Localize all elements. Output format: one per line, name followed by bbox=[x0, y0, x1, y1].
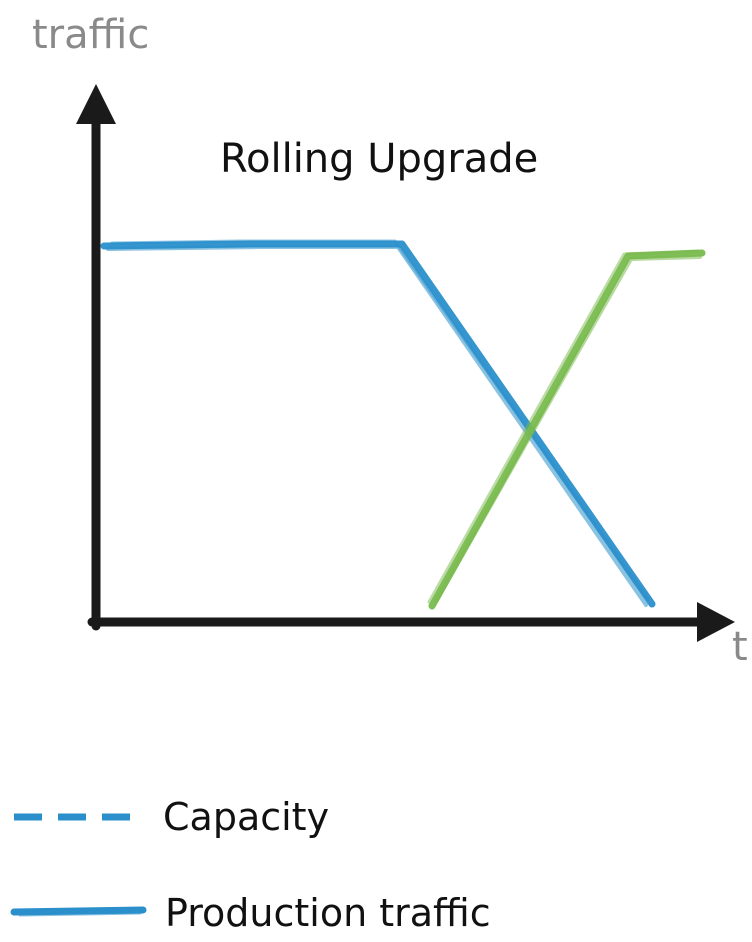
legend: Capacity Production traffic bbox=[10, 795, 491, 935]
legend-capacity-label: Capacity bbox=[163, 795, 329, 839]
x-axis-arrowhead bbox=[697, 602, 735, 642]
legend-item-production: Production traffic bbox=[10, 891, 491, 935]
y-axis-arrowhead bbox=[76, 84, 116, 124]
legend-production-swatch bbox=[10, 906, 147, 917]
production-traffic-line bbox=[100, 239, 656, 608]
legend-production-label: Production traffic bbox=[165, 891, 491, 935]
axes bbox=[76, 84, 735, 642]
new-version-traffic-line bbox=[427, 249, 706, 610]
diagram-title: Rolling Upgrade bbox=[220, 136, 538, 182]
y-axis-label: traffic bbox=[32, 12, 149, 58]
x-axis-label: t bbox=[732, 624, 748, 670]
legend-item-capacity: Capacity bbox=[14, 795, 329, 839]
